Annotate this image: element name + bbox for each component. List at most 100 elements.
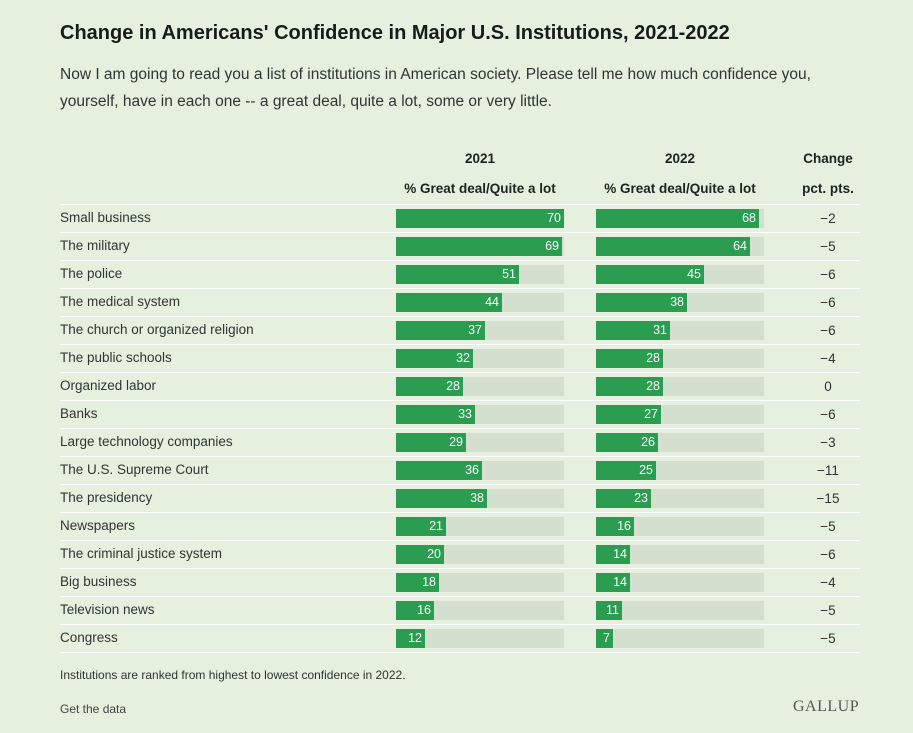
bar-value-label: 12 (408, 631, 422, 645)
header-2022: 2022 (664, 151, 696, 166)
change-value: −2 (820, 211, 836, 226)
bar-2022 (596, 601, 622, 620)
row-divider (60, 652, 860, 653)
bar-value-label: 64 (733, 239, 747, 253)
row-divider (60, 428, 860, 429)
bar-2022 (596, 293, 687, 312)
row-divider (60, 624, 860, 625)
bar-value-label: 14 (613, 575, 627, 589)
bar-2021 (396, 293, 502, 312)
change-value: −4 (820, 351, 836, 366)
row-label: Organized labor (60, 378, 157, 393)
row-label: Congress (60, 630, 118, 645)
bar-2022 (596, 209, 759, 228)
bar-2022 (596, 237, 750, 256)
bar-2022 (596, 433, 658, 452)
bar-track (596, 517, 764, 536)
bar-value-label: 16 (617, 519, 631, 533)
header-change: Change (803, 151, 853, 166)
change-value: 0 (824, 379, 832, 394)
bar-2021 (396, 321, 485, 340)
bar-value-label: 33 (458, 407, 472, 421)
bar-value-label: 28 (646, 351, 660, 365)
row-label: The U.S. Supreme Court (60, 462, 209, 477)
row-label: Television news (60, 602, 155, 617)
row-label: The church or organized religion (60, 322, 254, 337)
bar-2022 (596, 629, 613, 648)
change-value: −6 (820, 295, 836, 310)
row-label: The public schools (60, 350, 172, 365)
bar-value-label: 68 (742, 211, 756, 225)
change-value: −5 (820, 519, 836, 534)
row-label: Big business (60, 574, 137, 589)
header-measure-2021: % Great deal/Quite a lot (404, 181, 556, 196)
bar-value-label: 16 (417, 603, 431, 617)
bar-2021 (396, 545, 444, 564)
bar-value-label: 38 (470, 491, 484, 505)
bar-track (596, 601, 764, 620)
bar-2021 (396, 629, 425, 648)
bar-2021 (396, 237, 562, 256)
change-value: −5 (820, 603, 836, 618)
bar-2021 (396, 349, 473, 368)
bar-2021 (396, 377, 463, 396)
change-value: −15 (816, 491, 840, 506)
change-value: −4 (820, 575, 836, 590)
chart-title: Change in Americans' Confidence in Major… (60, 22, 730, 44)
bar-value-label: 25 (639, 463, 653, 477)
change-value: −6 (820, 407, 836, 422)
row-divider (60, 512, 860, 513)
row-label: Large technology companies (60, 434, 233, 449)
bar-value-label: 38 (670, 295, 684, 309)
row-divider (60, 484, 860, 485)
bar-2022 (596, 321, 670, 340)
bar-value-label: 44 (485, 295, 499, 309)
header-2021: 2021 (464, 151, 496, 166)
change-value: −5 (820, 239, 836, 254)
gallup-logo: GALLUP (793, 698, 860, 715)
row-label: The military (60, 238, 130, 253)
bar-2022 (596, 377, 663, 396)
bar-2021 (396, 461, 482, 480)
bar-track (596, 545, 764, 564)
bar-value-label: 70 (547, 211, 561, 225)
bar-2021 (396, 489, 487, 508)
bar-value-label: 11 (606, 603, 619, 617)
bar-2021 (396, 405, 475, 424)
row-label: The presidency (60, 490, 153, 505)
row-divider (60, 288, 860, 289)
bar-value-label: 23 (634, 491, 648, 505)
get-data-link[interactable]: Get the data (60, 702, 127, 716)
bar-value-label: 32 (456, 351, 470, 365)
bar-2021 (396, 573, 439, 592)
bar-2022 (596, 489, 651, 508)
row-label: Banks (60, 406, 98, 421)
bar-value-label: 27 (644, 407, 658, 421)
change-value: −5 (820, 631, 836, 646)
row-divider (60, 596, 860, 597)
row-label: Newspapers (60, 518, 136, 533)
bar-2021 (396, 517, 446, 536)
bar-value-label: 28 (446, 379, 460, 393)
bar-2021 (396, 209, 564, 228)
footnote: Institutions are ranked from highest to … (60, 668, 406, 682)
bar-2022 (596, 545, 630, 564)
row-divider (60, 372, 860, 373)
bar-value-label: 14 (613, 547, 627, 561)
row-divider (60, 568, 860, 569)
bar-2022 (596, 349, 663, 368)
bar-value-label: 69 (545, 239, 559, 253)
row-divider (60, 344, 860, 345)
bar-value-label: 18 (422, 575, 436, 589)
row-divider (60, 316, 860, 317)
bar-value-label: 26 (641, 435, 655, 449)
row-label: Small business (60, 210, 151, 225)
bar-track (396, 629, 564, 648)
change-value: −3 (820, 435, 836, 450)
bar-value-label: 21 (429, 519, 443, 533)
change-value: −6 (820, 547, 836, 562)
bar-2021 (396, 265, 519, 284)
bar-value-label: 29 (449, 435, 463, 449)
row-divider (60, 456, 860, 457)
change-value: −6 (820, 323, 836, 338)
